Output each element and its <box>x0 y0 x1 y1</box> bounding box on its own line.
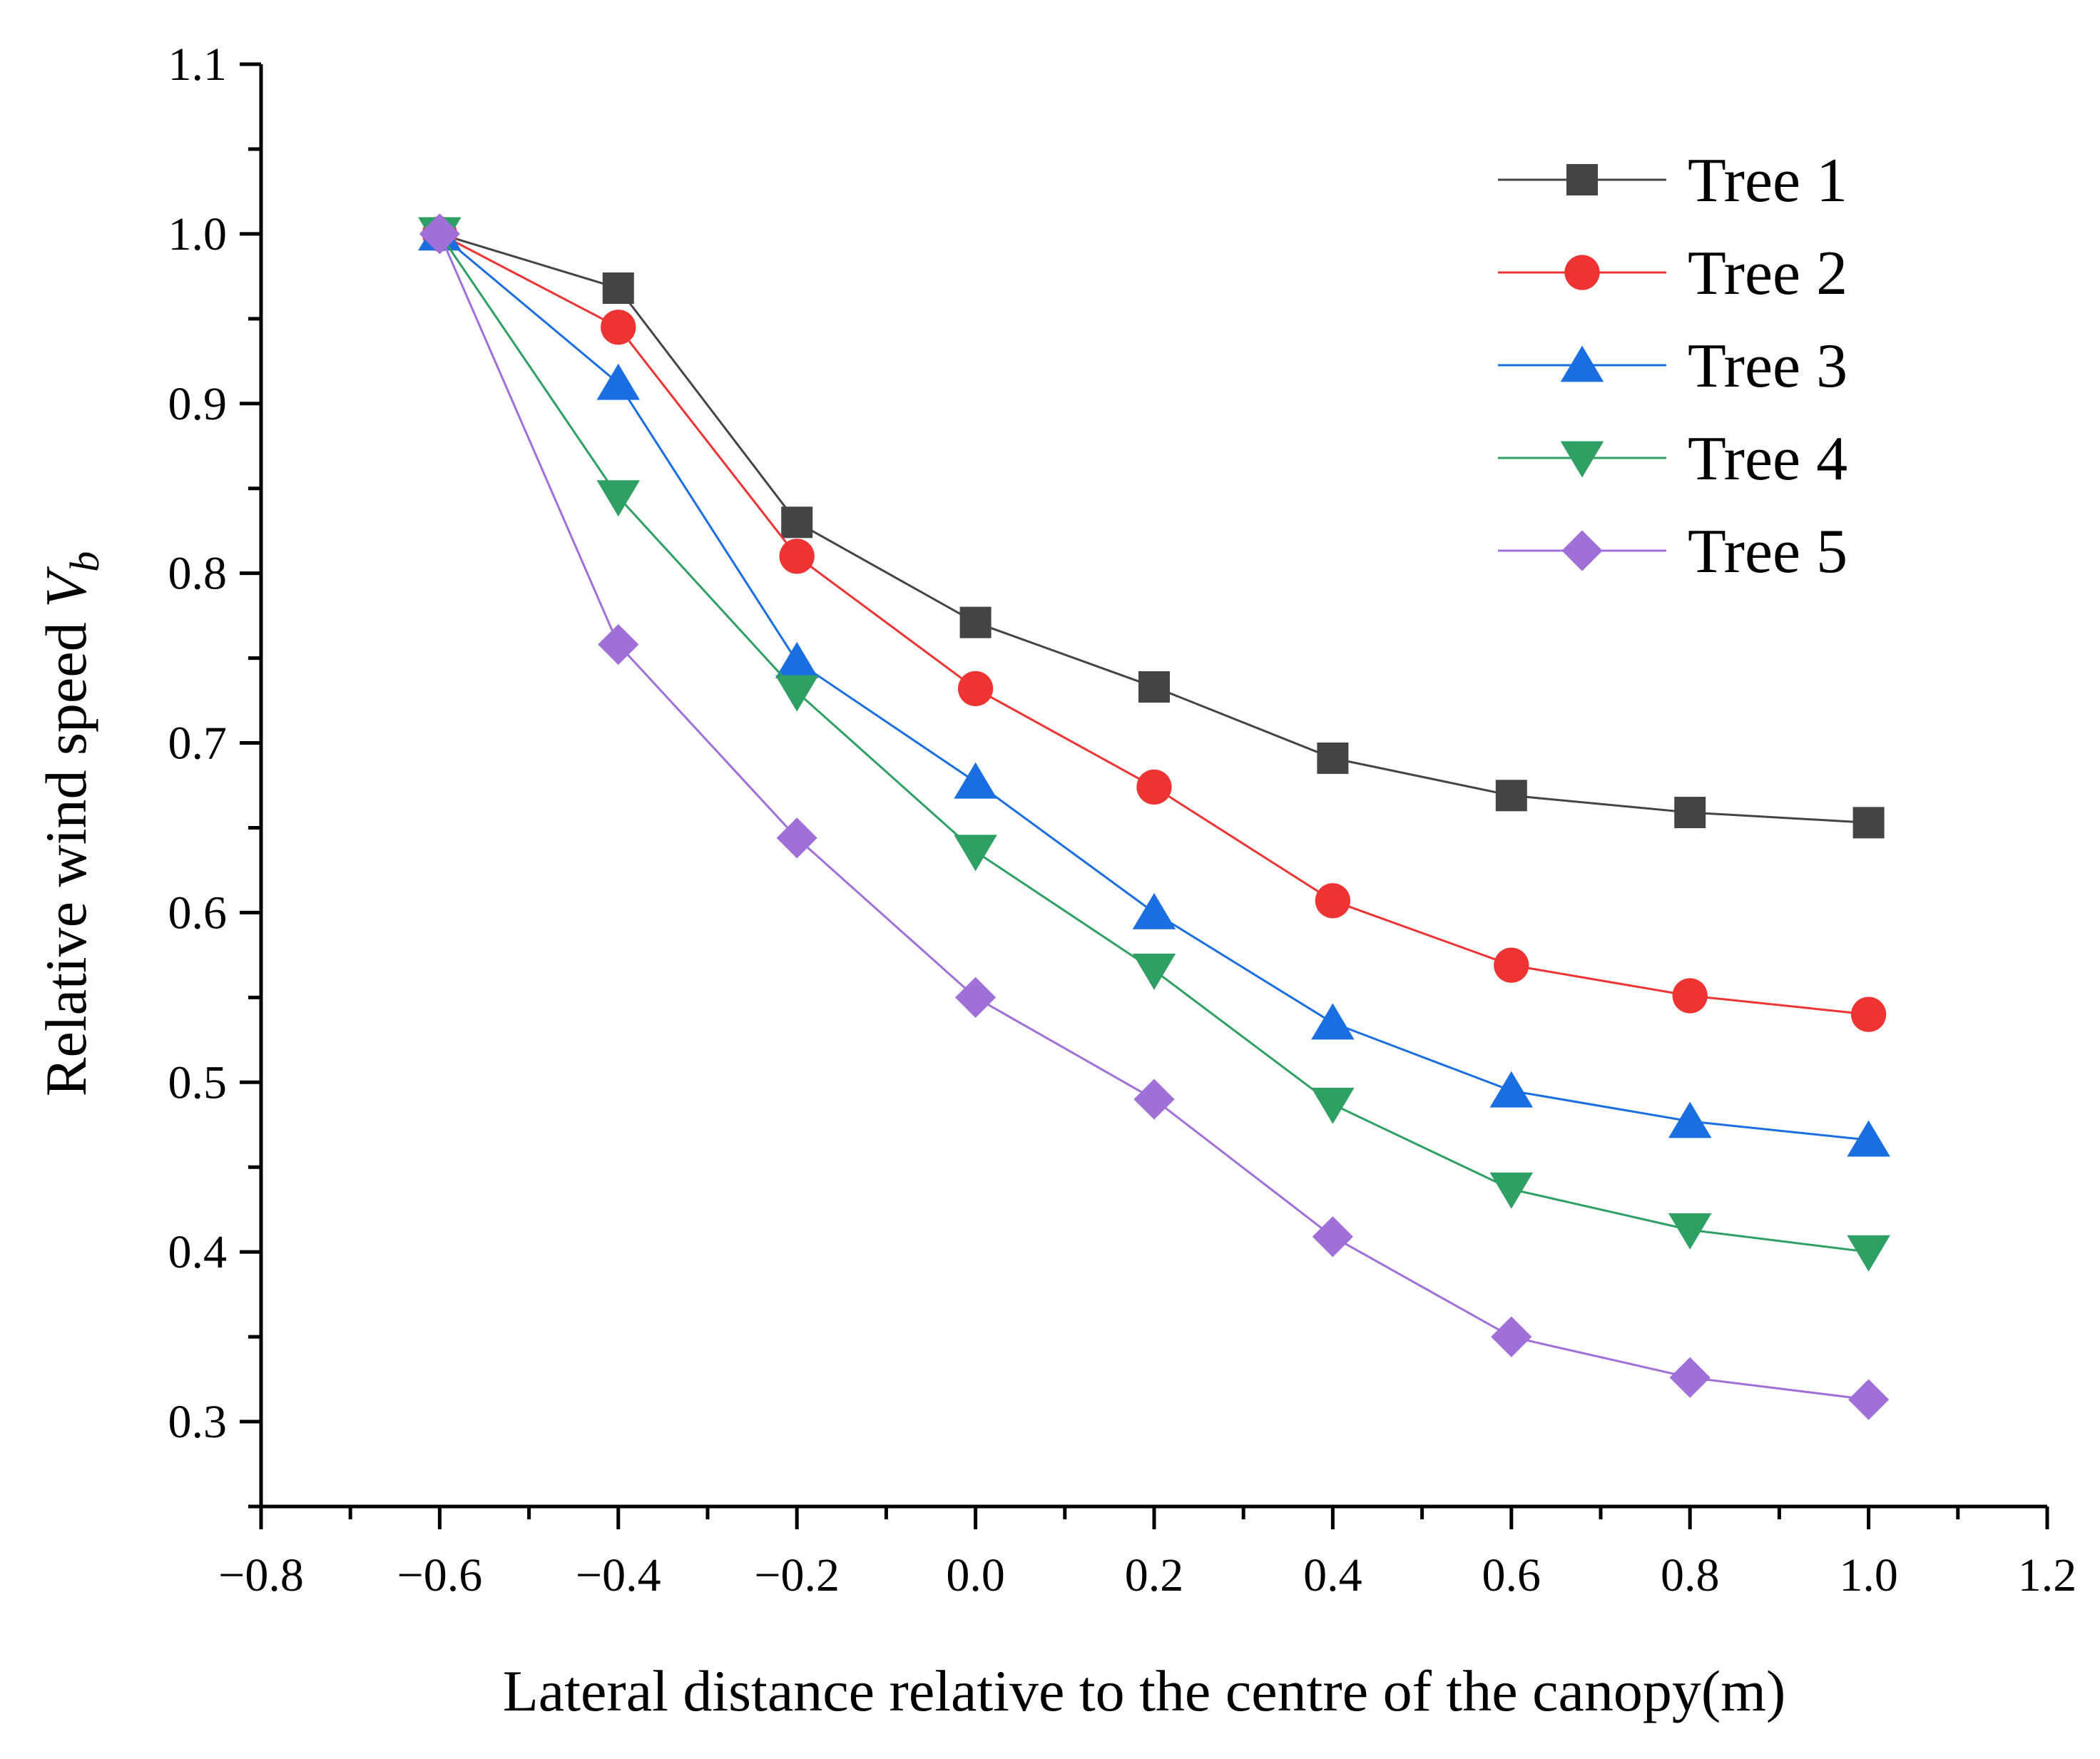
data-point <box>602 272 634 305</box>
data-point <box>776 817 817 859</box>
data-point <box>1133 1079 1175 1120</box>
legend-label: Tree 2 <box>1688 239 1847 308</box>
data-point <box>1315 883 1351 919</box>
data-point <box>598 623 639 666</box>
legend-marker <box>1564 255 1600 290</box>
data-point <box>419 213 460 255</box>
data-point <box>1847 1120 1890 1157</box>
data-point <box>1850 996 1887 1032</box>
y-tick-label: 0.8 <box>168 548 228 600</box>
x-tick-label: −0.8 <box>218 1549 304 1601</box>
legend-marker <box>1560 345 1604 382</box>
legend-item: Tree 2 <box>1498 239 1847 308</box>
data-point <box>1312 1216 1353 1258</box>
x-axis-title: Lateral distance relative to the centre … <box>503 1658 1786 1723</box>
y-tick-label: 0.7 <box>168 718 228 770</box>
data-point <box>1311 1087 1355 1124</box>
series-line <box>439 233 1869 1401</box>
data-point <box>775 675 819 712</box>
y-tick-label: 1.1 <box>168 39 228 91</box>
y-axis-title-symbol: V <box>34 566 98 608</box>
data-point <box>1138 671 1170 703</box>
legend-marker <box>1566 164 1598 195</box>
x-tick-label: 0.2 <box>1125 1549 1184 1601</box>
data-point <box>601 310 636 345</box>
data-point <box>1132 953 1176 990</box>
data-point <box>1848 1379 1890 1420</box>
x-tick-label: 0.6 <box>1482 1549 1541 1601</box>
data-point <box>1317 742 1349 774</box>
data-point <box>779 539 815 574</box>
data-point <box>1672 978 1708 1014</box>
y-axis-title-text: Relative wind speed <box>34 608 98 1096</box>
x-tick-label: 0.8 <box>1661 1549 1720 1601</box>
data-point <box>1674 797 1706 829</box>
legend-item: Tree 3 <box>1498 332 1847 401</box>
legend-item: Tree 5 <box>1498 517 1847 586</box>
data-point <box>957 671 994 707</box>
data-point <box>959 606 992 638</box>
legend-label: Tree 1 <box>1688 146 1847 215</box>
data-point <box>1489 1071 1534 1108</box>
data-point <box>1136 769 1172 805</box>
x-tick-label: −0.2 <box>754 1549 840 1601</box>
legend-marker <box>1561 530 1603 571</box>
legend: Tree 1 Tree 2 Tree 3 Tree 4 Tree 5 <box>1498 146 1847 586</box>
legend-label: Tree 3 <box>1688 332 1847 401</box>
x-tick-label: 0.0 <box>946 1549 1005 1601</box>
y-tick-label: 0.5 <box>168 1056 228 1108</box>
data-point <box>1494 947 1529 983</box>
series-5 <box>419 213 1890 1420</box>
data-point <box>1491 1316 1532 1357</box>
y-tick-label: 0.3 <box>168 1396 228 1448</box>
data-point <box>1669 1357 1711 1398</box>
legend-marker <box>1560 441 1604 478</box>
x-ticks: −0.8 −0.6 −0.4 −0.2 0.0 0.2 0.4 0.6 0.8 1.0 1.2 <box>218 1506 2076 1601</box>
data-point <box>1489 1172 1534 1209</box>
y-axis-title-subscript: b <box>61 551 108 572</box>
data-point <box>775 641 819 678</box>
data-point <box>1311 1003 1355 1040</box>
series-line <box>439 233 1869 824</box>
y-tick-label: 1.0 <box>168 208 228 260</box>
legend-item: Tree 1 <box>1498 146 1847 215</box>
y-tick-label: 0.4 <box>168 1226 228 1278</box>
data-point <box>596 480 641 517</box>
y-tick-label: 0.9 <box>168 378 228 430</box>
data-point <box>1668 1213 1712 1250</box>
y-tick-label: 0.6 <box>168 887 228 939</box>
data-point <box>1495 780 1527 812</box>
y-ticks: 0.3 0.4 0.5 0.6 0.7 0.8 0.9 1.0 1.1 <box>168 39 261 1509</box>
data-point <box>781 506 813 539</box>
data-point <box>954 762 997 799</box>
x-tick-label: 0.4 <box>1303 1549 1362 1601</box>
series-layer <box>418 213 1890 1420</box>
x-tick-label: 1.2 <box>2018 1549 2077 1601</box>
legend-label: Tree 5 <box>1688 517 1847 586</box>
y-axis-title: Relative wind speed Vb <box>34 551 108 1097</box>
x-tick-label: −0.6 <box>397 1549 483 1601</box>
data-point <box>954 835 997 872</box>
legend-label: Tree 4 <box>1688 424 1847 494</box>
legend-item: Tree 4 <box>1498 424 1847 494</box>
x-tick-label: −0.4 <box>576 1549 661 1601</box>
data-point <box>1847 1235 1890 1272</box>
x-tick-label: 1.0 <box>1839 1549 1898 1601</box>
data-point <box>596 363 641 400</box>
data-point <box>1852 807 1885 839</box>
series-1 <box>424 218 1885 839</box>
data-point <box>1668 1101 1712 1138</box>
data-point <box>1132 892 1176 929</box>
data-point <box>955 977 997 1018</box>
